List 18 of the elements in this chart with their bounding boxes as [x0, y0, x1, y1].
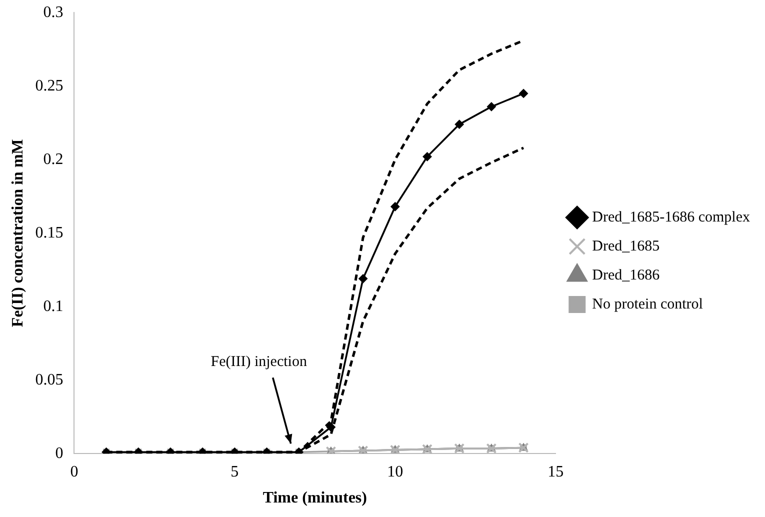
annotation: Fe(III) injection	[210, 354, 308, 370]
legend-label: Dred_1686	[592, 267, 660, 284]
y-tick-label: 0.1	[43, 298, 64, 315]
y-tick-label: 0.25	[35, 77, 64, 94]
x-tick-label: 10	[387, 463, 404, 480]
legend-label: Dred_1685	[592, 238, 660, 254]
y-tick-label: 0.3	[43, 4, 64, 21]
legend-label: No protein control	[592, 296, 703, 312]
x-tick-label: 15	[548, 463, 564, 480]
y-tick-label: 0.05	[35, 371, 64, 388]
x-tick-label: 0	[70, 463, 78, 480]
y-tick-label: 0.2	[43, 150, 64, 168]
x-tick-label: 5	[230, 463, 239, 480]
y-axis-title: Fe(II) concentration in mM	[10, 139, 27, 328]
y-tick-label: 0.15	[35, 224, 64, 242]
x-axis-title: Time (minutes)	[262, 490, 367, 507]
y-tick-label: 0	[55, 444, 64, 462]
legend-label: Dred_1685-1686 complex	[592, 209, 750, 226]
